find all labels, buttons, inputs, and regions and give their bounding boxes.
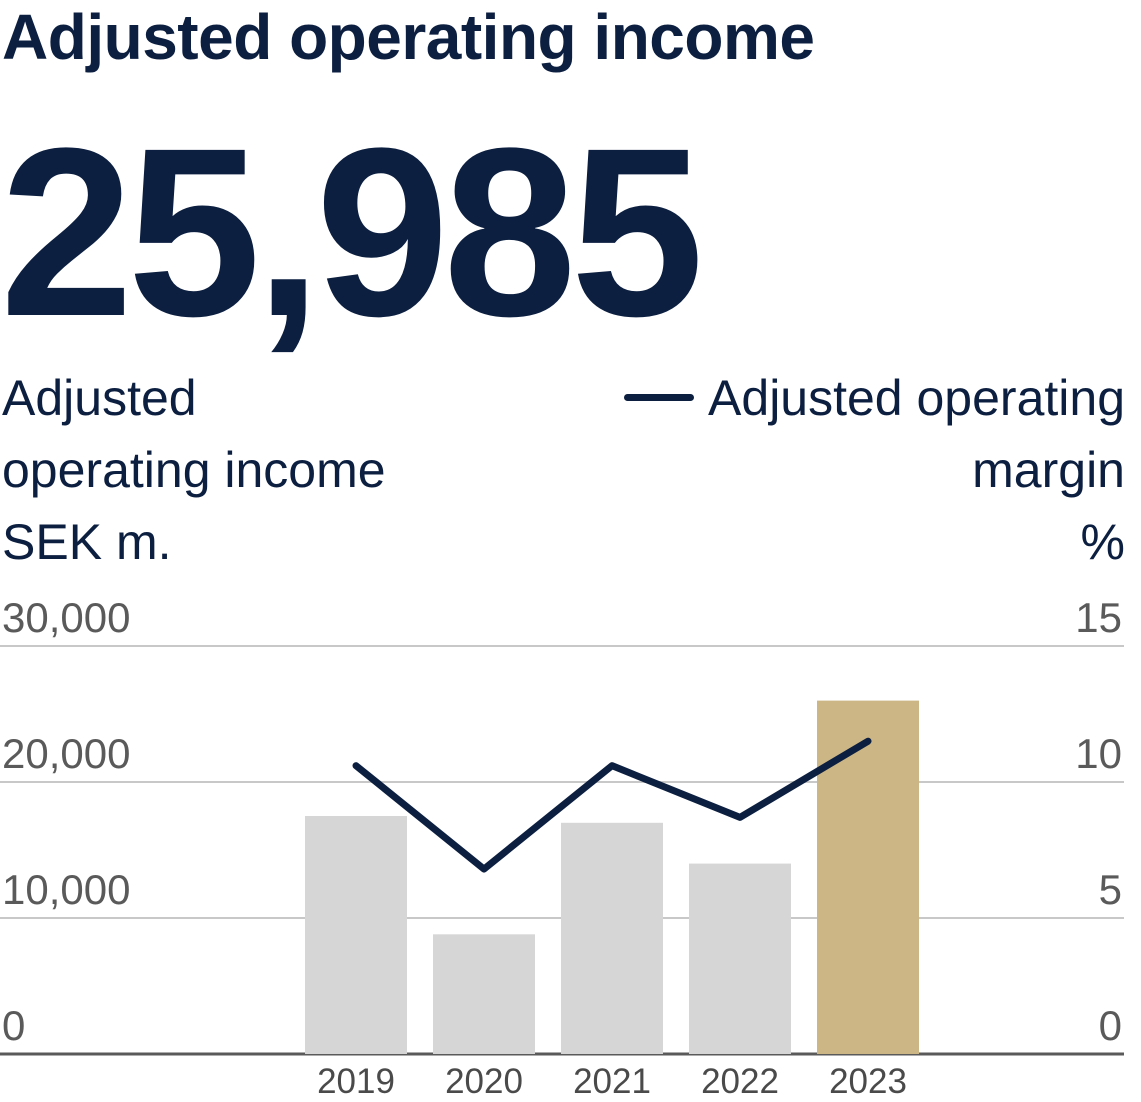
left-axis-label-line: SEK m. [2,514,172,570]
left-axis-label-line: Adjusted [2,370,197,426]
x-tick-label: 2023 [829,1062,907,1101]
right-tick-label: 10 [1075,730,1122,777]
left-tick-label: 10,000 [2,866,130,913]
x-tick-label: 2022 [701,1062,779,1101]
left-tick-labels: 0 10,000 20,000 30,000 [2,594,130,1049]
bar-2020 [433,934,535,1054]
right-axis-label-line: % [1080,514,1125,570]
bar-2019 [305,816,407,1054]
x-tick-labels: 2019 2020 2021 2022 2023 [317,1062,907,1101]
right-tick-label: 0 [1099,1002,1122,1049]
bar-2022 [689,863,791,1054]
legend-label: Adjusted operating [708,370,1125,426]
right-tick-labels: 0 5 10 15 [1075,594,1122,1049]
bars [305,700,919,1054]
left-axis-label-line: operating income [2,442,386,498]
legend-line-swatch [624,394,695,402]
left-tick-label: 20,000 [2,730,130,777]
x-tick-label: 2019 [317,1062,395,1101]
legend-entry: Adjusted operating [624,362,1125,434]
x-tick-label: 2021 [573,1062,651,1101]
margin-line [352,737,872,873]
x-tick-label: 2020 [445,1062,523,1101]
left-axis-label: Adjusted operating income SEK m. [2,362,522,578]
right-tick-label: 15 [1075,594,1122,641]
bar-2023 [817,700,919,1054]
right-tick-label: 5 [1099,866,1122,913]
left-tick-label: 0 [2,1002,25,1049]
bar-2021 [561,822,663,1054]
kpi-value: 25,985 [0,98,704,366]
left-tick-label: 30,000 [2,594,130,641]
chart-title: Adjusted operating income [2,1,815,73]
legend: Adjusted operating margin % [624,362,1125,578]
right-axis-label-line: margin [972,442,1125,498]
